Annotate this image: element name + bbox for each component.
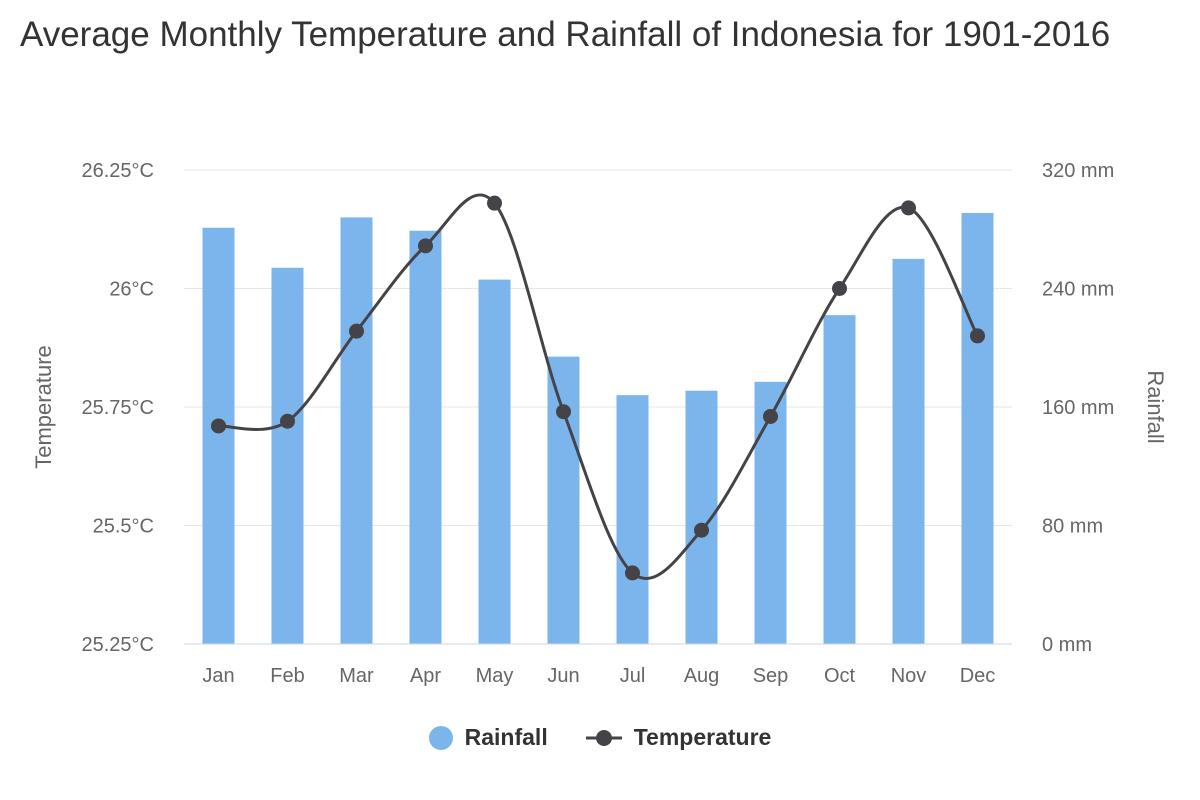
x-tick-label: Apr	[410, 665, 441, 687]
x-tick-label: May	[476, 665, 514, 687]
x-tick-label: Sep	[753, 665, 789, 687]
rainfall-bar	[754, 381, 787, 644]
axes: 25.25°C 25.5°C 25.75°C 26°C 26.25°C 0 mm 80 mm…	[31, 160, 1168, 687]
y-left-tick-label: 25.75°C	[82, 397, 155, 419]
temperature-point	[487, 195, 502, 211]
x-tick-label: Dec	[960, 665, 996, 687]
x-tick-label: Oct	[824, 665, 856, 687]
chart-title: Average Monthly Temperature and Rainfall…	[20, 15, 1111, 54]
x-tick-label: Jan	[202, 665, 234, 687]
rainfall-bars	[202, 212, 994, 645]
y-right-tick-label: 320 mm	[1042, 160, 1114, 182]
legend-item-temperature[interactable]: Temperature	[585, 724, 772, 751]
rainfall-bar	[340, 217, 373, 644]
temperature-line-group	[211, 193, 985, 581]
grid-lines	[184, 169, 1012, 526]
y-right-tick-label: 0 mm	[1042, 634, 1092, 656]
rainfall-bar	[409, 230, 442, 644]
temperature-point	[349, 323, 364, 339]
legend-item-rainfall[interactable]: Rainfall	[428, 724, 548, 751]
temperature-point	[418, 238, 433, 254]
rainfall-bar	[271, 267, 304, 644]
y-left-tick-label: 26.25°C	[82, 160, 155, 182]
rainfall-bar	[478, 279, 511, 644]
temperature-point	[211, 418, 226, 434]
rainfall-bar	[547, 356, 580, 644]
temperature-point	[280, 413, 295, 429]
x-tick-label: Feb	[270, 665, 304, 687]
temperature-point	[556, 404, 571, 420]
y-left-tick-label: 26°C	[109, 279, 154, 301]
temperature-point	[901, 200, 916, 216]
rainfall-bar	[961, 212, 994, 645]
temperature-point	[970, 328, 985, 344]
y-left-tick-label: 25.25°C	[82, 634, 155, 656]
temperature-point	[694, 522, 709, 538]
rainfall-bar	[202, 227, 235, 645]
rainfall-bar	[823, 315, 856, 644]
x-tick-label: Nov	[891, 665, 927, 687]
x-tick-label: Mar	[339, 665, 374, 687]
temperature-point	[832, 281, 847, 296]
y-left-tick-label: 25.5°C	[93, 516, 154, 538]
y-right-tick-label: 240 mm	[1042, 279, 1114, 301]
x-tick-label: Jul	[620, 665, 646, 687]
y-left-axis-title: Temperature	[31, 345, 56, 469]
x-tick-label: Aug	[684, 665, 720, 687]
legend-temperature-marker	[585, 729, 622, 746]
legend-rainfall-marker	[428, 725, 453, 750]
y-right-tick-label: 80 mm	[1042, 516, 1103, 538]
rainfall-bar	[892, 258, 925, 644]
temperature-point	[625, 565, 640, 581]
legend-temperature-label: Temperature	[633, 724, 772, 750]
temperature-point	[763, 408, 778, 424]
y-right-tick-label: 160 mm	[1042, 397, 1114, 419]
rainfall-bar	[616, 395, 649, 644]
y-right-axis-title: Rainfall	[1143, 370, 1168, 443]
legend-rainfall-label: Rainfall	[464, 724, 548, 750]
temperature-line	[218, 193, 979, 581]
x-tick-label: Jun	[547, 665, 579, 687]
legend: Rainfall Temperature	[0, 724, 1200, 751]
